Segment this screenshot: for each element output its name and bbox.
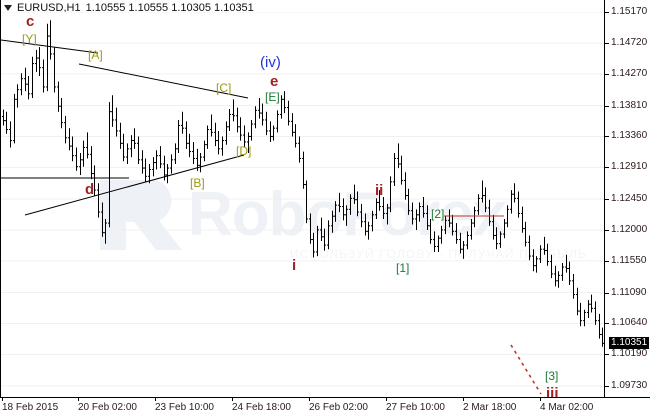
plot-left-border bbox=[0, 0, 1, 398]
wave-label: [C] bbox=[216, 81, 232, 95]
wave-label: ii bbox=[375, 182, 384, 199]
price-axis[interactable]: 1.15170 1.14720 1.14270 1.13810 1.13360 1.129… bbox=[605, 0, 650, 398]
forecast-projection bbox=[510, 344, 542, 395]
wave-label: d bbox=[85, 181, 95, 198]
wave-label: [E] bbox=[265, 90, 280, 104]
plot-right-border bbox=[604, 0, 605, 398]
wave-label: c bbox=[26, 13, 35, 30]
wave-label: i bbox=[292, 257, 297, 274]
symbol-label: EURUSD,H1 bbox=[17, 2, 81, 14]
wave-label: [2] bbox=[431, 207, 445, 221]
wave-label: [D] bbox=[236, 144, 252, 158]
upper-trendline-y bbox=[1, 39, 99, 54]
chart-header: EURUSD,H1 1.10555 1.10555 1.10305 1.1035… bbox=[4, 2, 254, 14]
wave-label: [B] bbox=[190, 176, 205, 190]
wave-label: [Y] bbox=[22, 32, 37, 46]
price-bars bbox=[2, 20, 604, 347]
wave-label: (iv) bbox=[260, 54, 281, 71]
price-plot-area[interactable] bbox=[1, 12, 604, 397]
price-chart-svg bbox=[1, 12, 604, 395]
current-price-label: 1.10351 bbox=[609, 337, 650, 350]
wave-label: [1] bbox=[396, 261, 410, 275]
wave-label: [3] bbox=[545, 369, 559, 383]
upper-trendline-ac bbox=[78, 63, 249, 99]
ohlc-values: 1.10555 1.10555 1.10305 1.10351 bbox=[85, 2, 254, 14]
wave-label: [A] bbox=[88, 48, 103, 62]
triangle-down-icon[interactable] bbox=[4, 5, 12, 11]
time-axis[interactable]: 18 Feb 2015 20 Feb 02:00 23 Feb 10:00 24 Fe… bbox=[0, 397, 650, 420]
plot-bottom-border bbox=[0, 397, 650, 398]
trendlines bbox=[1, 39, 542, 395]
gridlines bbox=[1, 12, 604, 387]
wave-label: e bbox=[270, 73, 279, 90]
lower-trendline-bd bbox=[24, 154, 245, 216]
